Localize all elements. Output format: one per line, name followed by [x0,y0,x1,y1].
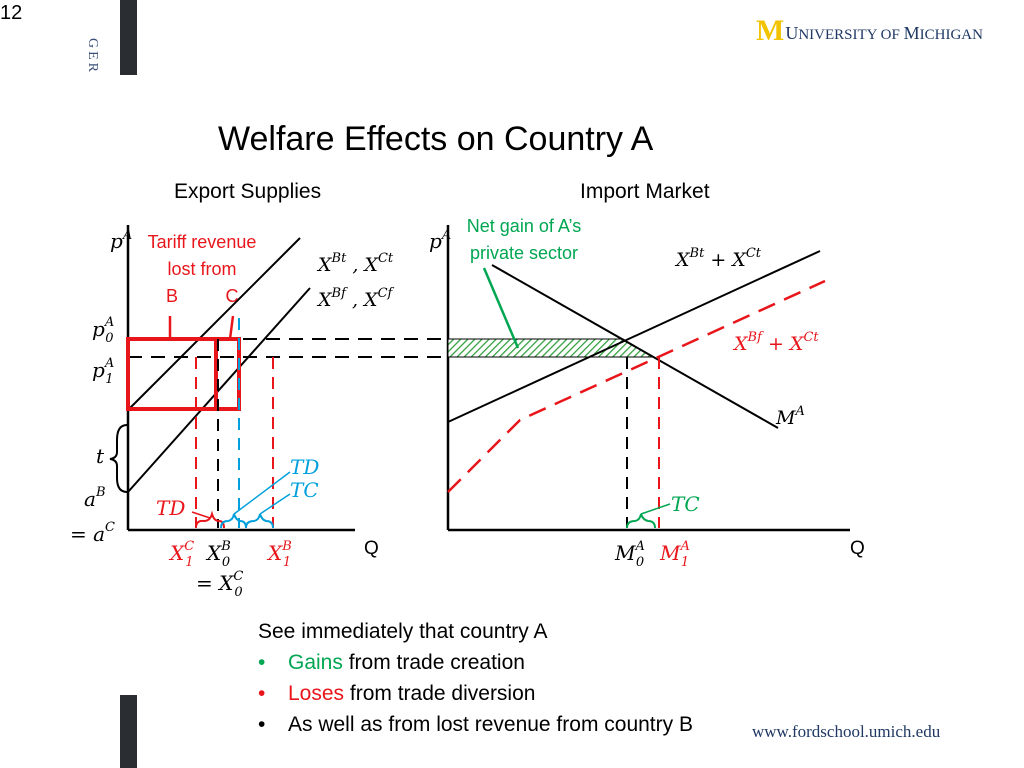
left-x-axis-label: Q [364,538,379,559]
sidebar-ger-text: GER [85,38,100,75]
label-eq-aC: = aC [70,520,115,546]
label-p1: pA 1 [92,356,114,387]
supply-curve-tariff [127,237,301,411]
university-name: UNIVERSITY OF MICHIGAN [785,22,983,46]
net-gain-line2: private sector [470,243,578,263]
import-market-diagram: pA Net gain of A’s private sector XBt + … [429,216,865,570]
td-blue-leader [233,471,291,515]
bullet-intro: See immediately that country A [258,620,548,643]
curve-label-lower: XBf , XCf [316,286,395,311]
export-supply-free [447,279,826,493]
label-eq-x0c: = XC 0 [196,569,243,600]
brace-tc-green [626,513,656,529]
bullet-gains-rest: from trade creation [342,651,525,674]
bullet-gains: • Gains from trade creation [258,651,525,674]
net-gain-leader [482,267,520,349]
tariff-note-line1: Tariff revenue [148,232,257,252]
brace-td-red [195,510,225,529]
logo-letter-m: M [903,23,920,43]
label-x1c: XC 1 [168,539,194,570]
summary-bullets: See immediately that country A • Gains fr… [258,616,693,740]
logo-letter-u: U [785,23,799,43]
label-x0b: XB 0 [205,539,231,570]
footer-url: www.fordschool.umich.edu [752,722,941,741]
left-accent-bar-top [120,0,137,75]
label-m0: MA 0 [614,539,645,570]
logo-text-ichigan: ICHIGAN [919,27,983,43]
slide-title: Welfare Effects on Country A [218,120,654,158]
tariff-note-c: C [226,286,239,306]
bullet-lost-revenue: • As well as from lost revenue from count… [258,713,693,736]
label-p0: pA 0 [92,315,114,346]
bullet-loses: • Loses from trade diversion [258,682,536,705]
left-accent-bar-bottom [120,695,137,768]
tariff-note-line2: lost from [167,259,236,279]
tariff-revenue-box-c [214,337,241,411]
bullet-gains-word: Gains [288,651,343,674]
label-td-blue: TD [290,455,319,479]
td-red-leader [191,511,211,519]
right-x-axis-label: Q [850,538,865,559]
brace-tc-blue [245,513,274,529]
tariff-note-b: B [166,286,178,306]
tc-blue-leader [259,493,291,515]
curve-label-demand: MA [775,404,805,429]
block-m-logo-icon: M [756,14,784,47]
label-aB: aB [84,485,106,511]
import-demand-curve [491,264,779,429]
logo-text-niversity: NIVERSITY OF [798,27,904,43]
curve-label-supply-tariff: XBt + XCt [674,246,762,271]
pointer-c [228,315,235,340]
tariff-revenue-box-b [126,337,218,411]
export-supplies-diagram: pA Tariff revenue lost from B C pA 0 pA 1 … [70,225,450,600]
curve-label-upper: XBt , XCt [316,251,394,276]
panel-label-import-market: Import Market [580,180,710,203]
label-x1b: XB 1 [266,539,292,570]
bullet-loses-rest: from trade diversion [344,682,536,705]
tc-green-leader [640,503,671,515]
bullet-lost-revenue-text: As well as from lost revenue from countr… [288,713,693,736]
label-td-red: TD [156,496,185,520]
curve-label-supply-free: XBf + XCt [732,330,819,355]
export-supply-tariff [447,250,821,423]
university-of-michigan-logo: M UNIVERSITY OF MICHIGAN [756,16,983,46]
slide-number: 12 [0,2,23,24]
label-t: t [96,444,105,468]
bullet-loses-word: Loses [288,682,345,705]
t-brace [109,424,128,493]
net-gain-line1: Net gain of A’s [467,216,581,236]
panel-label-export-supplies: Export Supplies [174,180,322,203]
label-tc-green: TC [671,492,700,516]
label-tc-blue: TC [290,478,319,502]
label-m1: MA 1 [659,539,690,570]
